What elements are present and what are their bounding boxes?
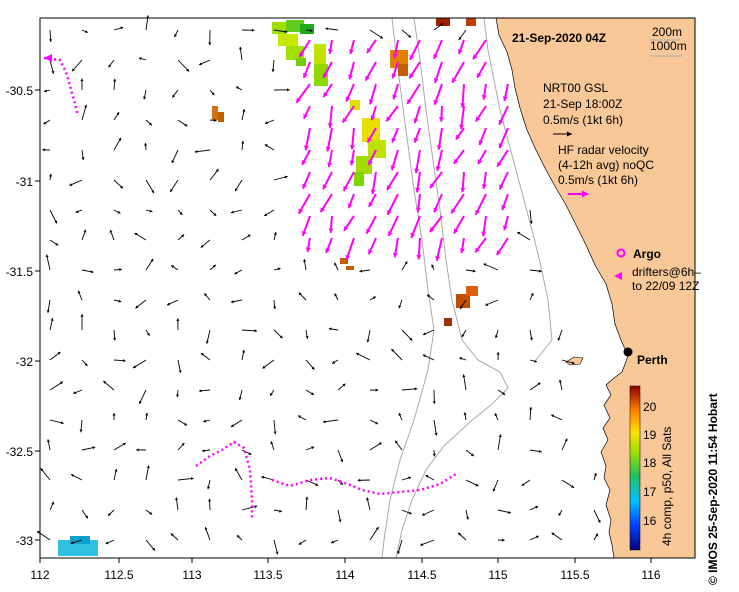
- x-tick-label: 113.5: [253, 568, 282, 582]
- drifters-line1: drifters@6h–: [632, 265, 701, 279]
- x-tick-label: 112.5: [104, 568, 133, 582]
- svg-text:17: 17: [643, 485, 657, 499]
- drifters-legend: drifters@6h– to 22/09 12Z: [614, 265, 701, 293]
- credit-label: IMOS 25-Sep-2020 11:54 Hobart: [706, 393, 720, 573]
- y-tick-label: -32: [16, 355, 34, 369]
- colorbar-label: 4h comp, p50, All Sats: [660, 427, 674, 546]
- perth-label: Perth: [637, 353, 668, 367]
- radar-scale: 0.5m/s (1kt 6h): [558, 173, 638, 187]
- radar-velocity-arrows: [295, 39, 509, 261]
- drifters-line2: to 22/09 12Z: [632, 279, 699, 293]
- drifter-head: [44, 54, 52, 62]
- rottnest-island: [565, 356, 584, 366]
- drifter-tracks: [43, 56, 457, 520]
- x-tick-label: 115: [488, 568, 507, 582]
- svg-text:18: 18: [643, 456, 657, 470]
- y-tick-label: -31: [16, 175, 34, 189]
- x-tick-label: 114.5: [407, 568, 436, 582]
- perth-marker: [623, 347, 633, 357]
- x-tick-label: 114: [335, 568, 354, 582]
- svg-text:20: 20: [643, 400, 657, 414]
- argo-label: Argo: [633, 247, 661, 261]
- x-tick-label: 116: [641, 568, 660, 582]
- x-tick-label: 113: [182, 568, 201, 582]
- svg-text:19: 19: [643, 428, 657, 442]
- radar-line2: (4-12h avg) noQC: [558, 158, 654, 172]
- radar-line1: HF radar velocity: [558, 143, 649, 157]
- model-legend: NRT00 GSL 21-Sep 18:00Z 0.5m/s (1kt 6h): [543, 81, 623, 137]
- x-axis: 112 112.5 113 113.5 114 114.5 115 115.5 …: [30, 558, 661, 582]
- sst-patches: [58, 18, 478, 556]
- model-scale: 0.5m/s (1kt 6h): [543, 113, 623, 127]
- contour-label-1000: 1000m: [650, 39, 687, 53]
- colorbar-ticks: 20 19 18 17 16: [643, 400, 657, 528]
- y-axis: -30.5 -31 -31.5 -32 -32.5 -33: [6, 84, 40, 548]
- x-tick-label: 112: [30, 568, 49, 582]
- sst-colorbar: [629, 385, 641, 551]
- svg-text:16: 16: [643, 514, 657, 528]
- model-name: NRT00 GSL: [543, 81, 608, 95]
- y-tick-label: -30.5: [6, 84, 34, 98]
- radar-legend: HF radar velocity (4-12h avg) noQC 0.5m/…: [558, 143, 654, 198]
- y-tick-label: -33: [16, 534, 34, 548]
- credit-text: © IMOS 25-Sep-2020 11:54 Hobart: [706, 393, 720, 585]
- model-velocity-arrows: [36, 15, 601, 555]
- argo-legend: Argo: [616, 247, 661, 261]
- x-tick-label: 115.5: [560, 568, 589, 582]
- y-tick-label: -32.5: [6, 445, 34, 459]
- copyright-icon: ©: [706, 576, 720, 585]
- y-tick-label: -31.5: [6, 265, 34, 279]
- map-frame: [39, 17, 696, 559]
- contour-label-200: 200m: [652, 25, 682, 39]
- australia-land: [495, 17, 696, 559]
- map-title: 21-Sep-2020 04Z: [512, 31, 606, 45]
- model-time: 21-Sep 18:00Z: [543, 97, 622, 111]
